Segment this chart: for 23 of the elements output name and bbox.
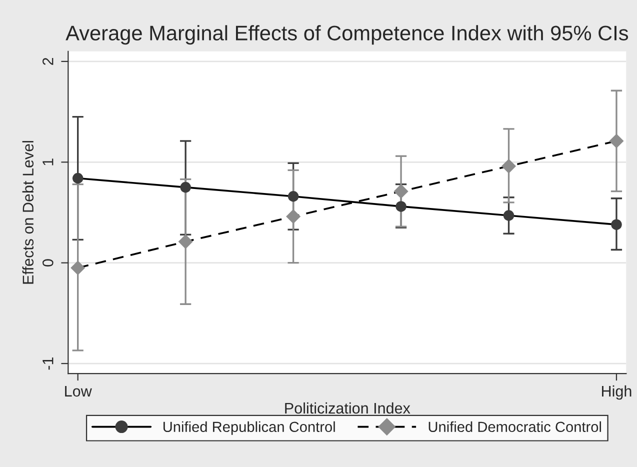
y-tick-label: 2 — [42, 58, 54, 65]
point — [72, 172, 84, 184]
point — [286, 209, 301, 224]
y-tick-label: 1 — [42, 158, 54, 166]
x-tick-label: High — [602, 385, 632, 400]
point — [288, 190, 299, 202]
legend-label: Unified Democratic Control — [428, 421, 601, 432]
point — [611, 219, 622, 230]
point — [501, 158, 516, 174]
y-tick-label: 0 — [42, 259, 54, 266]
x-tick-label: Low — [65, 386, 92, 397]
y-axis-title: Effects on Debt Level — [22, 141, 34, 284]
x-axis-title: Politicization Index — [285, 402, 410, 414]
point — [503, 210, 514, 221]
point — [178, 234, 193, 249]
y-tick-label: -1 — [42, 357, 54, 370]
point — [70, 260, 86, 276]
point — [180, 182, 191, 193]
point — [609, 134, 624, 148]
chart-title: Average Marginal Effects of Competence Index with 95% CIs — [66, 25, 628, 45]
point — [396, 201, 406, 212]
point — [394, 184, 408, 199]
legend-label: Unified Republican Control — [164, 421, 335, 435]
